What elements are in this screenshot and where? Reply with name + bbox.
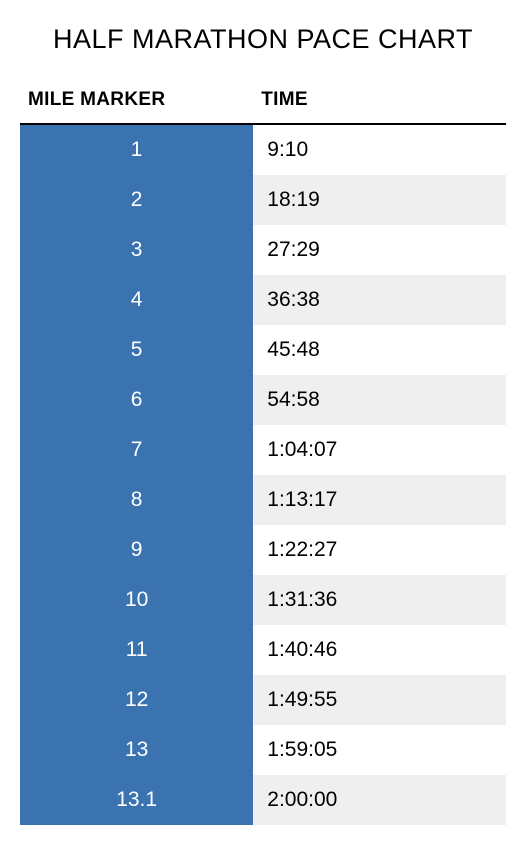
table-row: 101:31:36	[20, 575, 506, 625]
table-row: 654:58	[20, 375, 506, 425]
table-row: 327:29	[20, 225, 506, 275]
time-cell: 54:58	[253, 375, 506, 425]
time-cell: 1:59:05	[253, 725, 506, 775]
time-cell: 2:00:00	[253, 775, 506, 825]
table-row: 121:49:55	[20, 675, 506, 725]
mile-marker-cell: 2	[20, 175, 253, 225]
table-row: 111:40:46	[20, 625, 506, 675]
time-cell: 1:40:46	[253, 625, 506, 675]
time-cell: 18:19	[253, 175, 506, 225]
mile-marker-cell: 13.1	[20, 775, 253, 825]
mile-marker-cell: 9	[20, 525, 253, 575]
table-row: 13.12:00:00	[20, 775, 506, 825]
column-header-time: TIME	[253, 79, 506, 124]
time-cell: 45:48	[253, 325, 506, 375]
time-cell: 1:49:55	[253, 675, 506, 725]
mile-marker-cell: 7	[20, 425, 253, 475]
table-header-row: MILE MARKER TIME	[20, 79, 506, 124]
time-cell: 36:38	[253, 275, 506, 325]
table-row: 81:13:17	[20, 475, 506, 525]
mile-marker-cell: 5	[20, 325, 253, 375]
time-cell: 9:10	[253, 124, 506, 175]
time-cell: 1:13:17	[253, 475, 506, 525]
chart-title: HALF MARATHON PACE CHART	[20, 24, 506, 55]
mile-marker-cell: 8	[20, 475, 253, 525]
mile-marker-cell: 11	[20, 625, 253, 675]
column-header-marker: MILE MARKER	[20, 79, 253, 124]
table-row: 19:10	[20, 124, 506, 175]
mile-marker-cell: 4	[20, 275, 253, 325]
mile-marker-cell: 3	[20, 225, 253, 275]
mile-marker-cell: 10	[20, 575, 253, 625]
table-row: 131:59:05	[20, 725, 506, 775]
mile-marker-cell: 6	[20, 375, 253, 425]
table-row: 91:22:27	[20, 525, 506, 575]
table-row: 436:38	[20, 275, 506, 325]
mile-marker-cell: 1	[20, 124, 253, 175]
table-row: 218:19	[20, 175, 506, 225]
time-cell: 27:29	[253, 225, 506, 275]
mile-marker-cell: 12	[20, 675, 253, 725]
pace-table: MILE MARKER TIME 19:10218:19327:29436:38…	[20, 79, 506, 825]
table-row: 545:48	[20, 325, 506, 375]
table-row: 71:04:07	[20, 425, 506, 475]
pace-table-body: 19:10218:19327:29436:38545:48654:5871:04…	[20, 124, 506, 825]
mile-marker-cell: 13	[20, 725, 253, 775]
time-cell: 1:22:27	[253, 525, 506, 575]
time-cell: 1:31:36	[253, 575, 506, 625]
time-cell: 1:04:07	[253, 425, 506, 475]
